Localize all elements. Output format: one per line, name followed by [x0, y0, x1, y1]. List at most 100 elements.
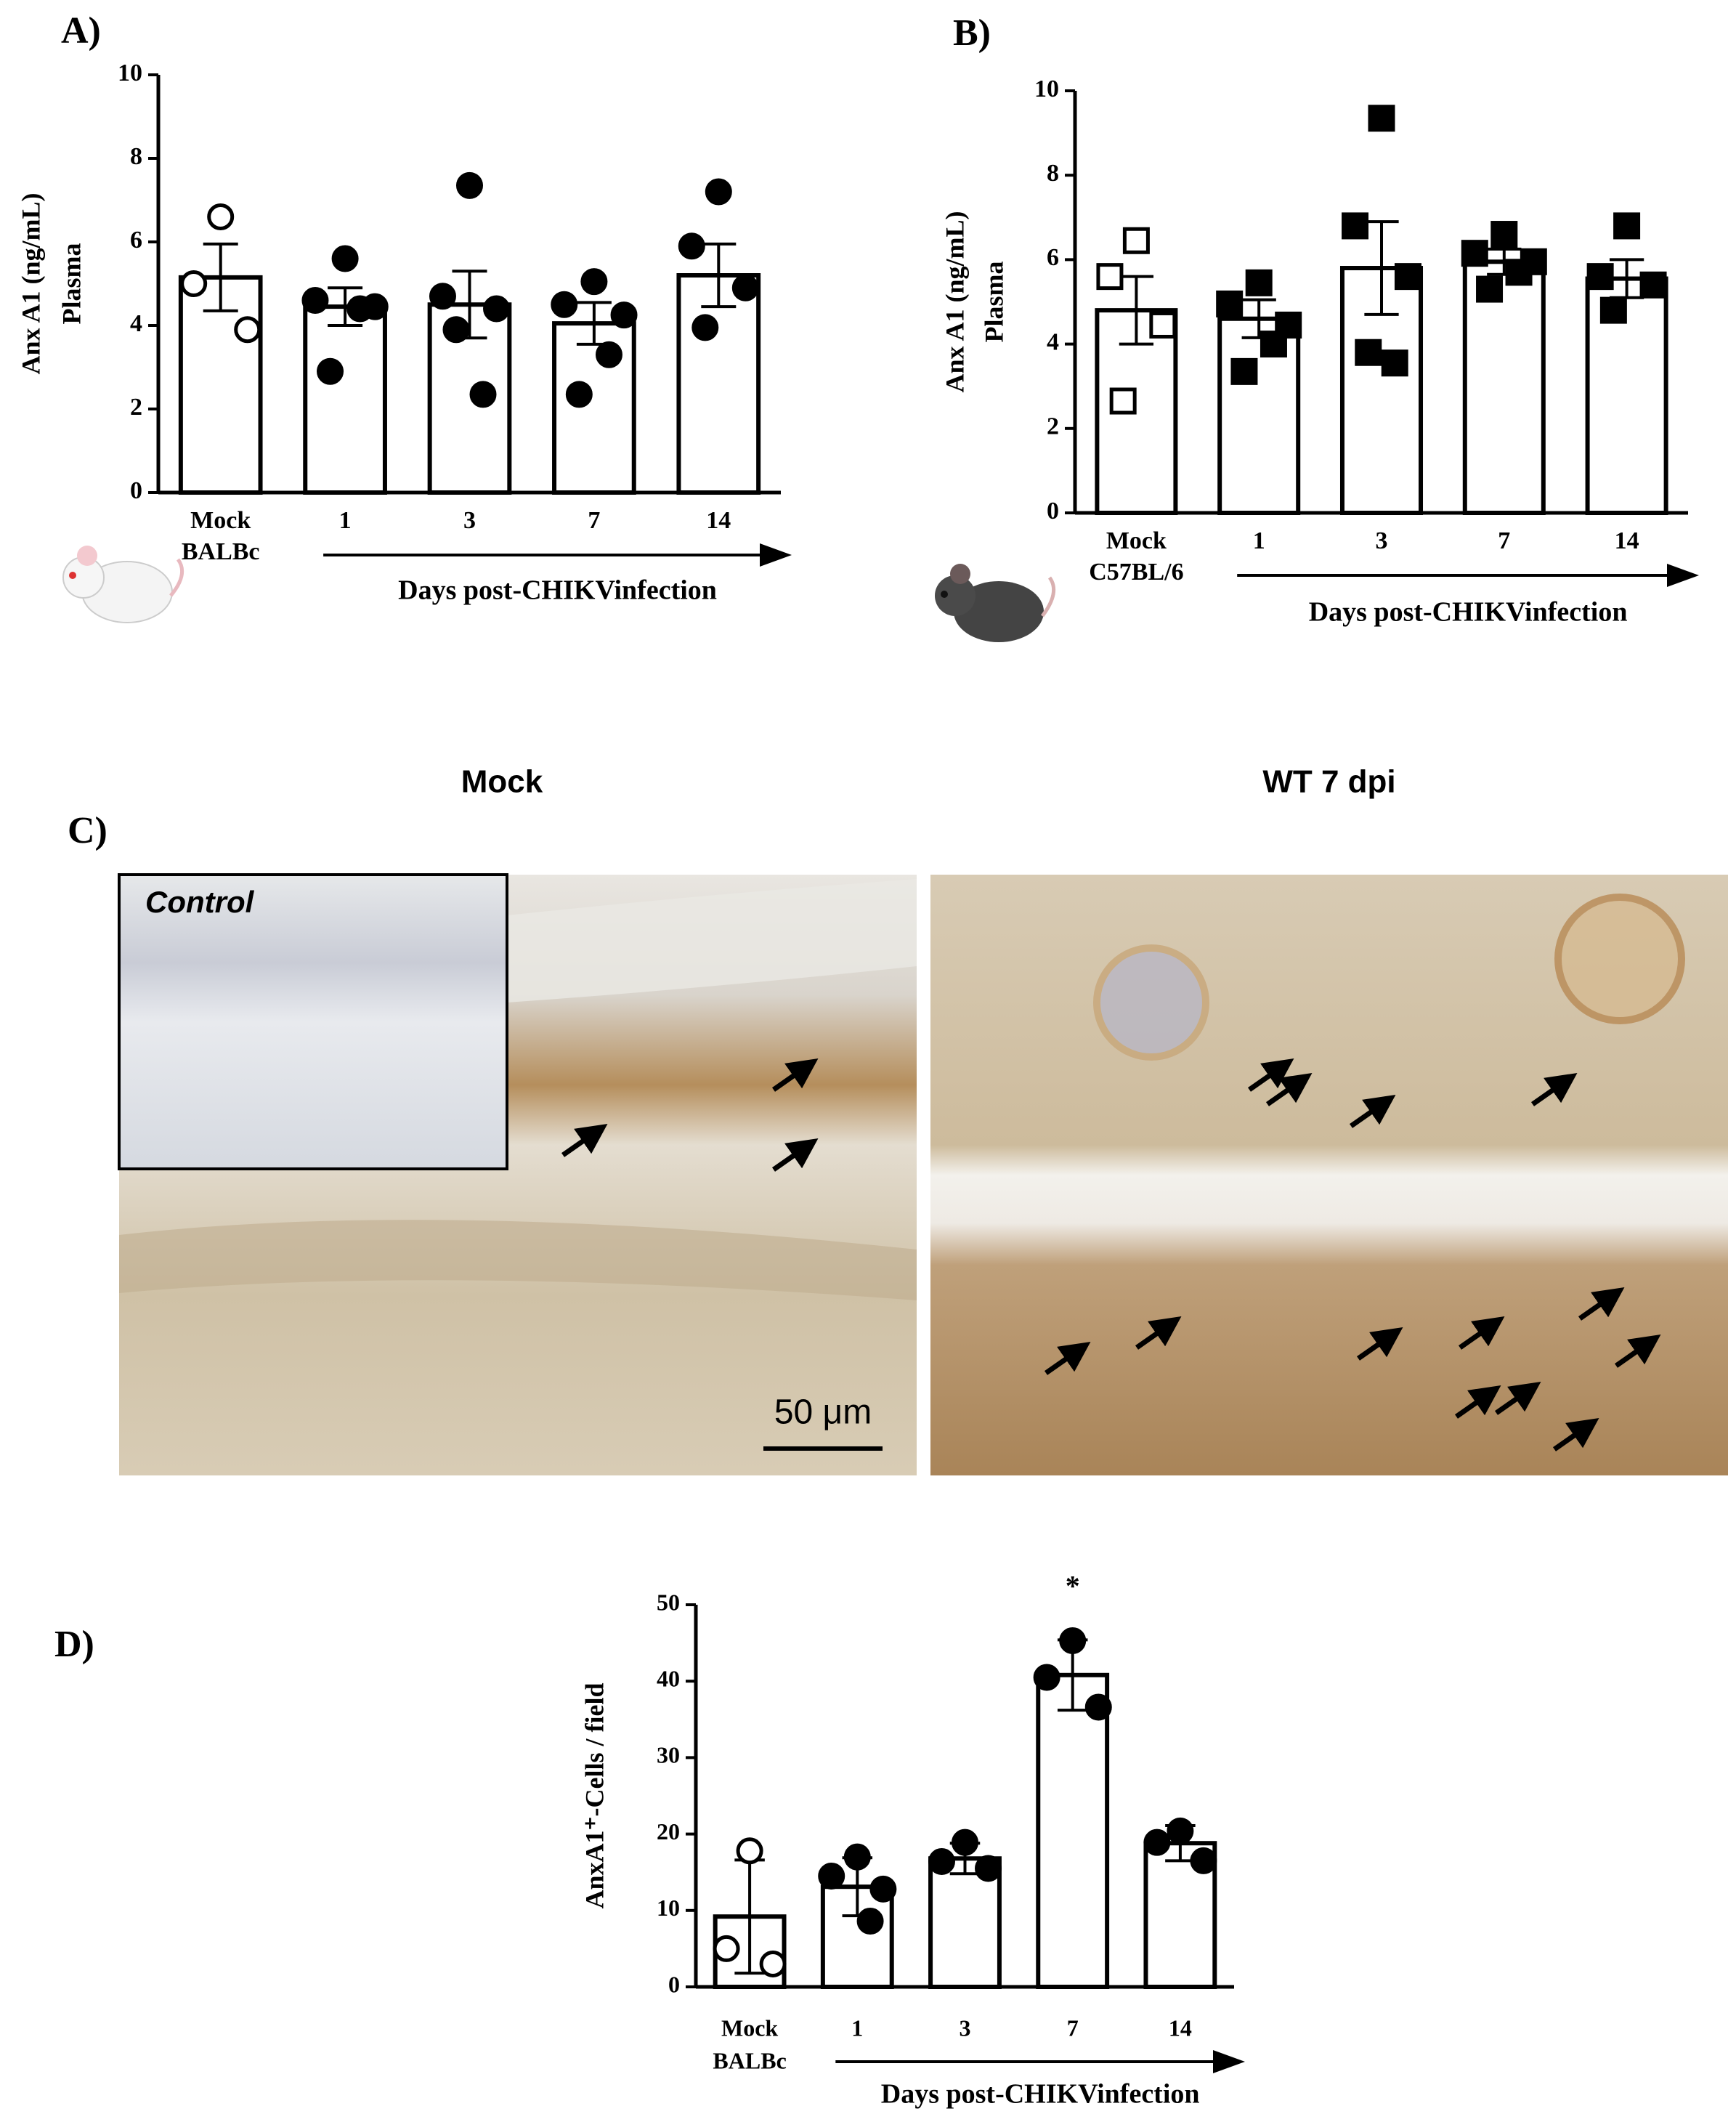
- y-tick-label: 2: [1047, 413, 1059, 440]
- x-tick-sublabel: C57BL/6: [1089, 559, 1183, 586]
- annotation: *: [1066, 1570, 1080, 1603]
- bar: [178, 275, 263, 495]
- x-tick-label: Mock: [190, 507, 251, 534]
- data-point: [691, 314, 719, 341]
- arrows: [561, 1058, 1661, 1451]
- y-tick-label: 50: [657, 1589, 680, 1615]
- y-tick-label: 0: [130, 477, 142, 504]
- y-tick-label: 6: [1047, 244, 1059, 271]
- x-tick-label: 1: [1253, 527, 1265, 554]
- data-point: [456, 171, 483, 199]
- error-bar: [701, 242, 737, 309]
- y-tick-label: 10: [1034, 76, 1059, 102]
- data-point: [301, 287, 329, 314]
- x-tick-label: 3: [463, 507, 476, 534]
- data-point: [1490, 221, 1518, 248]
- x-tick-label: 14: [1169, 2014, 1192, 2041]
- data-point: [565, 381, 593, 408]
- histology-panel: [118, 873, 1728, 1475]
- data-point: [1599, 296, 1627, 324]
- y-tick-label: 10: [118, 60, 142, 86]
- y-tick-label: 0: [1047, 498, 1059, 525]
- data-point: [1342, 212, 1369, 240]
- data-point: [705, 178, 732, 206]
- data-point: [429, 283, 456, 310]
- image-title: WT 7 dpi: [1262, 764, 1395, 800]
- data-point: [1096, 263, 1124, 291]
- data-point: [1245, 269, 1273, 296]
- data-point: [1586, 263, 1614, 291]
- error-bar-line: [1119, 275, 1154, 346]
- data-point: [207, 203, 235, 230]
- x-tick-label: 3: [960, 2014, 971, 2041]
- x-axis-label: Days post-CHIKVinfection: [881, 2079, 1200, 2110]
- x-tick-sublabel: BALBc: [713, 2047, 786, 2073]
- panel-label: C): [68, 810, 108, 851]
- data-point: [1059, 1627, 1087, 1654]
- scale-label: 50 μm: [774, 1393, 872, 1432]
- x-tick-label: Mock: [1106, 527, 1167, 554]
- x-tick-label: 1: [851, 2014, 863, 2041]
- data-point: [1381, 349, 1408, 377]
- y-axis-label: Anx A1 (ng/mL): [940, 211, 969, 392]
- data-point: [1084, 1693, 1112, 1721]
- data-point: [551, 291, 578, 318]
- data-point: [678, 232, 705, 260]
- y-tick-label: 8: [1047, 160, 1059, 187]
- y-tick-label: 8: [130, 143, 142, 170]
- data-point: [928, 1847, 955, 1875]
- data-point: [1143, 1829, 1171, 1856]
- data-point: [1167, 1817, 1194, 1844]
- data-point: [713, 1935, 740, 1962]
- data-point: [1260, 331, 1287, 358]
- data-point: [1639, 271, 1667, 299]
- x-tick-label: 3: [1376, 527, 1388, 554]
- y-tick-label: 20: [657, 1818, 680, 1844]
- data-point: [843, 1843, 871, 1871]
- bar: [1036, 1672, 1110, 1989]
- error-bar-line: [328, 286, 363, 327]
- data-point: [1149, 311, 1177, 339]
- y-tick-label: 4: [130, 310, 142, 337]
- y-axis-label: Anx A1 (ng/mL): [16, 193, 45, 374]
- data-point: [856, 1908, 884, 1935]
- control-inset: [118, 873, 508, 1170]
- error-bar: [1119, 275, 1154, 346]
- data-point: [818, 1862, 845, 1890]
- y-axis-label: Plasma: [979, 262, 1008, 343]
- panel-label: B): [953, 12, 991, 54]
- mouse-icon: [935, 564, 1056, 642]
- y-tick-label: 0: [668, 1971, 680, 1997]
- data-point: [975, 1855, 1002, 1882]
- data-point: [1505, 259, 1533, 286]
- data-point: [317, 357, 344, 385]
- x-tick-label: 7: [588, 507, 600, 534]
- x-tick-label: Mock: [721, 2014, 778, 2041]
- data-point: [442, 316, 470, 344]
- x-tick-sublabel: BALBc: [182, 538, 260, 565]
- data-point: [731, 274, 759, 301]
- data-point: [869, 1875, 897, 1903]
- data-point: [1368, 105, 1395, 132]
- error-bar: [1364, 220, 1399, 316]
- data-point: [1613, 212, 1641, 240]
- image-title: Mock: [461, 764, 543, 800]
- data-point: [736, 1837, 763, 1865]
- inset-label: Control: [145, 885, 255, 919]
- x-tick-label: 7: [1498, 527, 1510, 554]
- x-tick-label: 1: [339, 507, 352, 534]
- bar: [676, 273, 761, 495]
- x-axis-label: Days post-CHIKVinfection: [398, 575, 717, 606]
- data-point: [180, 270, 208, 297]
- y-tick-label: 40: [657, 1666, 680, 1692]
- data-point: [1476, 275, 1504, 303]
- x-tick-label: 7: [1067, 2014, 1079, 2041]
- data-point: [234, 316, 261, 344]
- y-tick-label: 4: [1047, 328, 1059, 355]
- bar: [552, 321, 636, 495]
- y-tick-label: 2: [130, 394, 142, 421]
- x-axis-label: Days post-CHIKVinfection: [1309, 597, 1628, 628]
- data-point: [331, 245, 359, 272]
- y-tick-label: 10: [657, 1895, 680, 1921]
